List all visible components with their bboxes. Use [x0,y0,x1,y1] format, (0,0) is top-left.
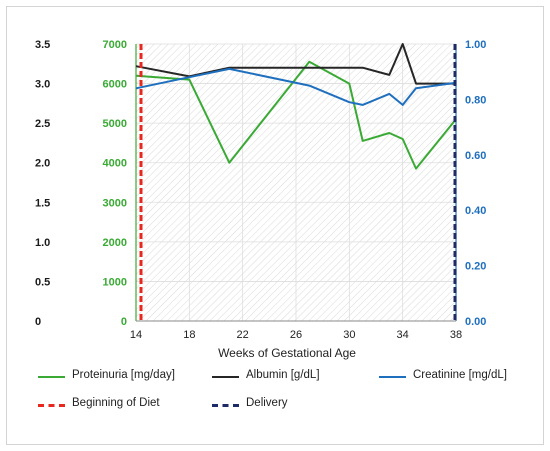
legend-swatch [38,404,65,407]
legend-label: Delivery [246,397,288,409]
series-lines [135,43,457,170]
x-tick-label: 22 [237,329,249,341]
proteinuria-axis-tick-label: 6000 [103,79,127,91]
creatinine-axis-tick-label: 0.80 [465,94,486,106]
x-axis-title: Weeks of Gestational Age [218,346,356,360]
creatinine-axis-tick-label: 0.40 [465,205,486,217]
creatinine-axis-tick-label: 0.60 [465,150,486,162]
x-tick-label: 30 [343,329,355,341]
proteinuria-axis-tick-label: 2000 [103,237,127,249]
x-tick-label: 14 [130,329,142,341]
proteinuria-axis-tick-label: 3000 [103,197,127,209]
albumin-axis-tick-label: 2.0 [35,158,50,170]
tick-labels: 0 0.5 1.0 1.5 2.0 2.5 3.0 3.5 0 1000 2000 3000 4000 5… [35,39,486,341]
albumin-axis-tick-label: 3.5 [35,39,50,51]
x-tick-label: 34 [397,329,409,341]
x-tick-label: 18 [183,329,195,341]
albumin-axis-tick-label: 3.0 [35,79,50,91]
x-tick-label: 26 [290,329,302,341]
proteinuria-axis-tick-label: 4000 [103,158,127,170]
x-tick-label: 38 [450,329,462,341]
creatinine-axis-tick-label: 0.00 [465,316,486,328]
albumin-axis-tick-label: 1.5 [35,197,50,209]
albumin-axis-tick-label: 1.0 [35,237,50,249]
legend-swatch [212,404,239,407]
albumin-axis-tick-label: 0 [35,316,41,328]
proteinuria-axis-tick-label: 5000 [103,118,127,130]
series-line-creatinine [135,67,457,106]
legend-swatch [379,376,406,378]
series-line-proteinuria [135,60,457,170]
albumin-axis-tick-label: 2.5 [35,118,50,130]
legend-swatch [38,376,65,378]
legend-label: Beginning of Diet [72,397,160,409]
marker-lines [139,44,457,321]
proteinuria-axis-tick-label: 0 [121,316,127,328]
legend-label: Creatinine [mg/dL] [413,369,507,381]
creatinine-axis-tick-label: 0.20 [465,261,486,273]
proteinuria-axis-tick-label: 7000 [103,39,127,51]
legend-label: Albumin [g/dL] [246,369,320,381]
creatinine-axis-tick-label: 1.00 [465,39,486,51]
proteinuria-axis-tick-label: 1000 [103,276,127,288]
albumin-axis-tick-label: 0.5 [35,276,50,288]
legend-swatch [212,376,239,378]
legend-label: Proteinuria [mg/day] [72,369,175,381]
